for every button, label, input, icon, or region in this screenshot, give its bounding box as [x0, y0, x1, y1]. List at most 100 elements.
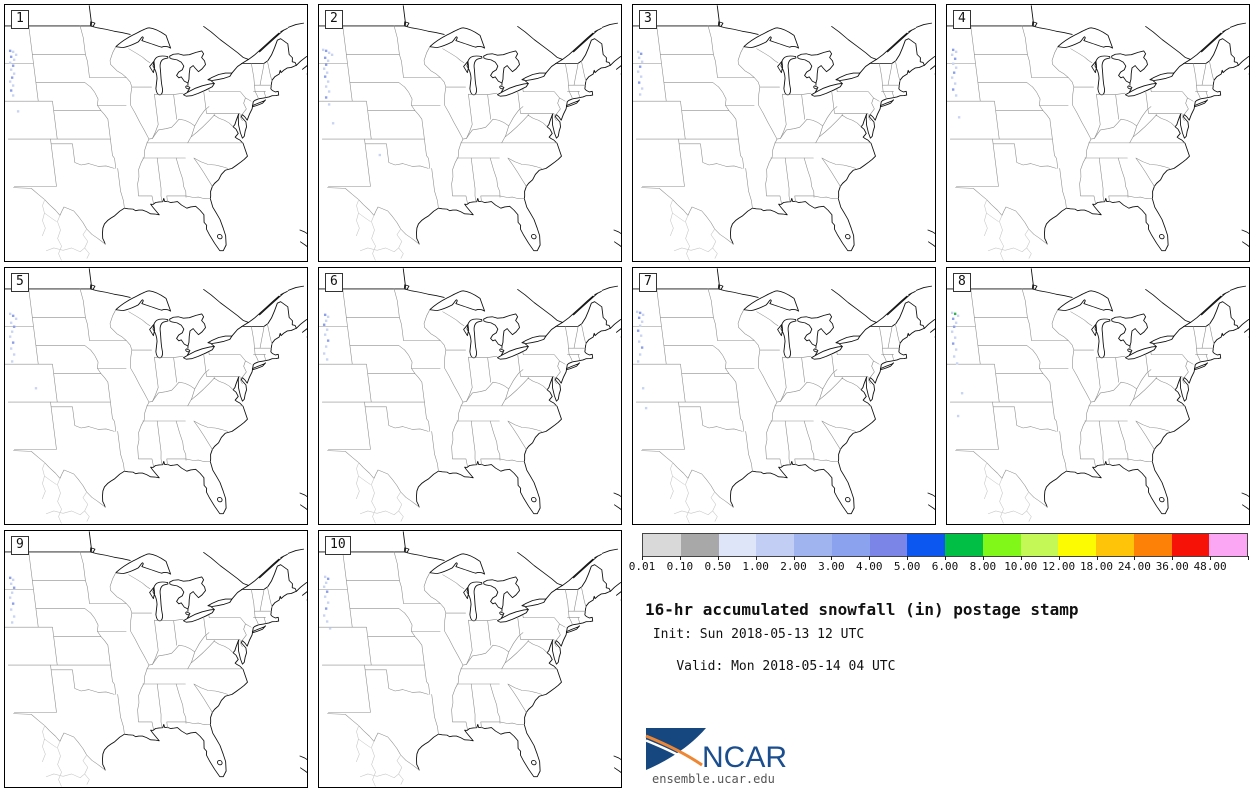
colorbar-tick [831, 556, 833, 560]
colorbar-segment [794, 534, 832, 556]
map-panel-6: 6 [318, 267, 622, 525]
colorbar-segment [831, 534, 870, 556]
snowfall-specks [635, 310, 648, 410]
colorbar-tick [982, 556, 984, 560]
colorbar-tick [1248, 556, 1249, 560]
colorbar-tick-marks [642, 556, 1249, 561]
us-basemap [947, 5, 1249, 261]
us-basemap [319, 268, 621, 524]
colorbar-segment [680, 534, 719, 556]
us-basemap [319, 531, 621, 787]
snowfall-specks [8, 312, 38, 390]
us-basemap [5, 5, 307, 261]
map-panel-1: 1 [4, 4, 308, 262]
map-panel-7: 7 [632, 267, 936, 525]
colorbar-tick [642, 556, 643, 560]
map-panel-10: 10 [318, 530, 622, 788]
colorbar-tick [1210, 556, 1212, 560]
colorbar-tick-label: 8.00 [969, 560, 997, 573]
map-panel-3: 3 [632, 4, 936, 262]
colorbar-segment [1058, 534, 1096, 556]
colorbar-tick-label: 18.00 [1079, 560, 1114, 573]
colorbar-segment [1096, 534, 1134, 556]
colorbar-segment [1171, 534, 1210, 556]
colorbar-tick-label: 0.50 [704, 560, 732, 573]
colorbar-segment [907, 534, 945, 556]
ncar-logotype: NCAR [702, 741, 787, 774]
panel-number-label: 10 [325, 536, 351, 555]
map-panel-2: 2 [318, 4, 622, 262]
us-basemap [633, 268, 935, 524]
colorbar-tick [1058, 556, 1060, 560]
colorbar-tick-label: 24.00 [1117, 560, 1151, 573]
colorbar-tick [907, 556, 909, 560]
colorbar-segment [869, 534, 908, 556]
colorbar-tick [679, 556, 681, 560]
colorbar-tick [1172, 556, 1174, 560]
init-time: Init: Sun 2018-05-13 12 UTC [645, 627, 865, 642]
colorbar-segment [1133, 534, 1172, 556]
colorbar-tick-label: 10.00 [1004, 560, 1038, 573]
colorbar-tick-label: 2.00 [780, 560, 807, 573]
ncar-swoosh-white-arc [645, 739, 700, 769]
colorbar-segment [643, 534, 681, 556]
colorbar-tick-label: 4.00 [856, 560, 883, 573]
us-basemap [947, 268, 1249, 524]
colorbar-tick-label: 1.00 [742, 560, 769, 573]
colorbar-segment [982, 534, 1021, 556]
legend-and-title-block: 0.01 0.10 0.50 1.00 2.00 3.00 4.00 5.00 6.00 8.00… [629, 530, 1250, 788]
colorbar-tick [793, 556, 795, 560]
colorbar-tick [1096, 556, 1098, 560]
logo-url-text: ensemble.ucar.edu [652, 772, 775, 786]
map-panel-9: 9 [4, 530, 308, 788]
panel-number-label: 3 [639, 10, 657, 29]
us-basemap [319, 5, 621, 261]
us-basemap [5, 531, 307, 787]
plot-title: 16-hr accumulated snowfall (in) postage … [645, 600, 1079, 619]
us-basemap [5, 268, 307, 524]
snowfall-specks [322, 575, 332, 630]
colorbar-segment [1209, 534, 1247, 556]
colorbar-tick-label: 3.00 [818, 560, 845, 573]
map-panel-8: 8 [946, 267, 1250, 525]
colorbar-segment [1020, 534, 1059, 556]
colorbar-tick-label: 6.00 [931, 560, 959, 573]
snowfall-colorbar [642, 533, 1248, 557]
colorbar-tick [869, 556, 871, 560]
ncar-swoosh-orange-arc [645, 734, 703, 767]
us-basemap [633, 5, 935, 261]
colorbar-tick [1020, 556, 1022, 560]
colorbar-tick-label: 12.00 [1042, 560, 1076, 573]
panel-number-label: 8 [953, 273, 971, 292]
map-panel-5: 5 [4, 267, 308, 525]
panel-number-label: 5 [11, 273, 29, 292]
panel-number-label: 4 [953, 10, 971, 29]
snowfall-specks [636, 50, 644, 96]
colorbar-segment [945, 534, 983, 556]
colorbar-tick-labels: 0.01 0.10 0.50 1.00 2.00 3.00 4.00 5.00 6.00 8.00… [629, 560, 1248, 574]
snowfall-specks [321, 48, 381, 157]
colorbar-tick [945, 556, 946, 560]
map-panel-4: 4 [946, 4, 1250, 262]
panel-number-label: 6 [325, 273, 343, 292]
panel-number-label: 1 [11, 10, 29, 29]
colorbar-tick-label: 36.00 [1155, 560, 1189, 573]
ncar-logo: NCAR [645, 728, 787, 774]
panel-number-label: 7 [639, 273, 657, 292]
colorbar-segment [718, 534, 757, 556]
colorbar-tick-label: 0.10 [666, 560, 694, 573]
snowfall-specks [322, 313, 330, 361]
init-valid-times: Init: Sun 2018-05-13 12 UTC Valid: Mon 2… [645, 627, 896, 675]
snowfall-specks [8, 49, 20, 113]
colorbar-tick [755, 556, 757, 560]
valid-time: Valid: Mon 2018-05-14 04 UTC [676, 659, 896, 674]
panel-number-label: 9 [11, 536, 29, 555]
snowfall-specks [8, 576, 16, 624]
snowfall-specks [950, 48, 961, 119]
colorbar-tick-label: 0.01 [628, 560, 656, 573]
colorbar-tick-label: 48.00 [1193, 560, 1227, 573]
colorbar-tick [717, 556, 719, 560]
snowfall-specks [950, 311, 964, 418]
colorbar-segment [756, 534, 794, 556]
